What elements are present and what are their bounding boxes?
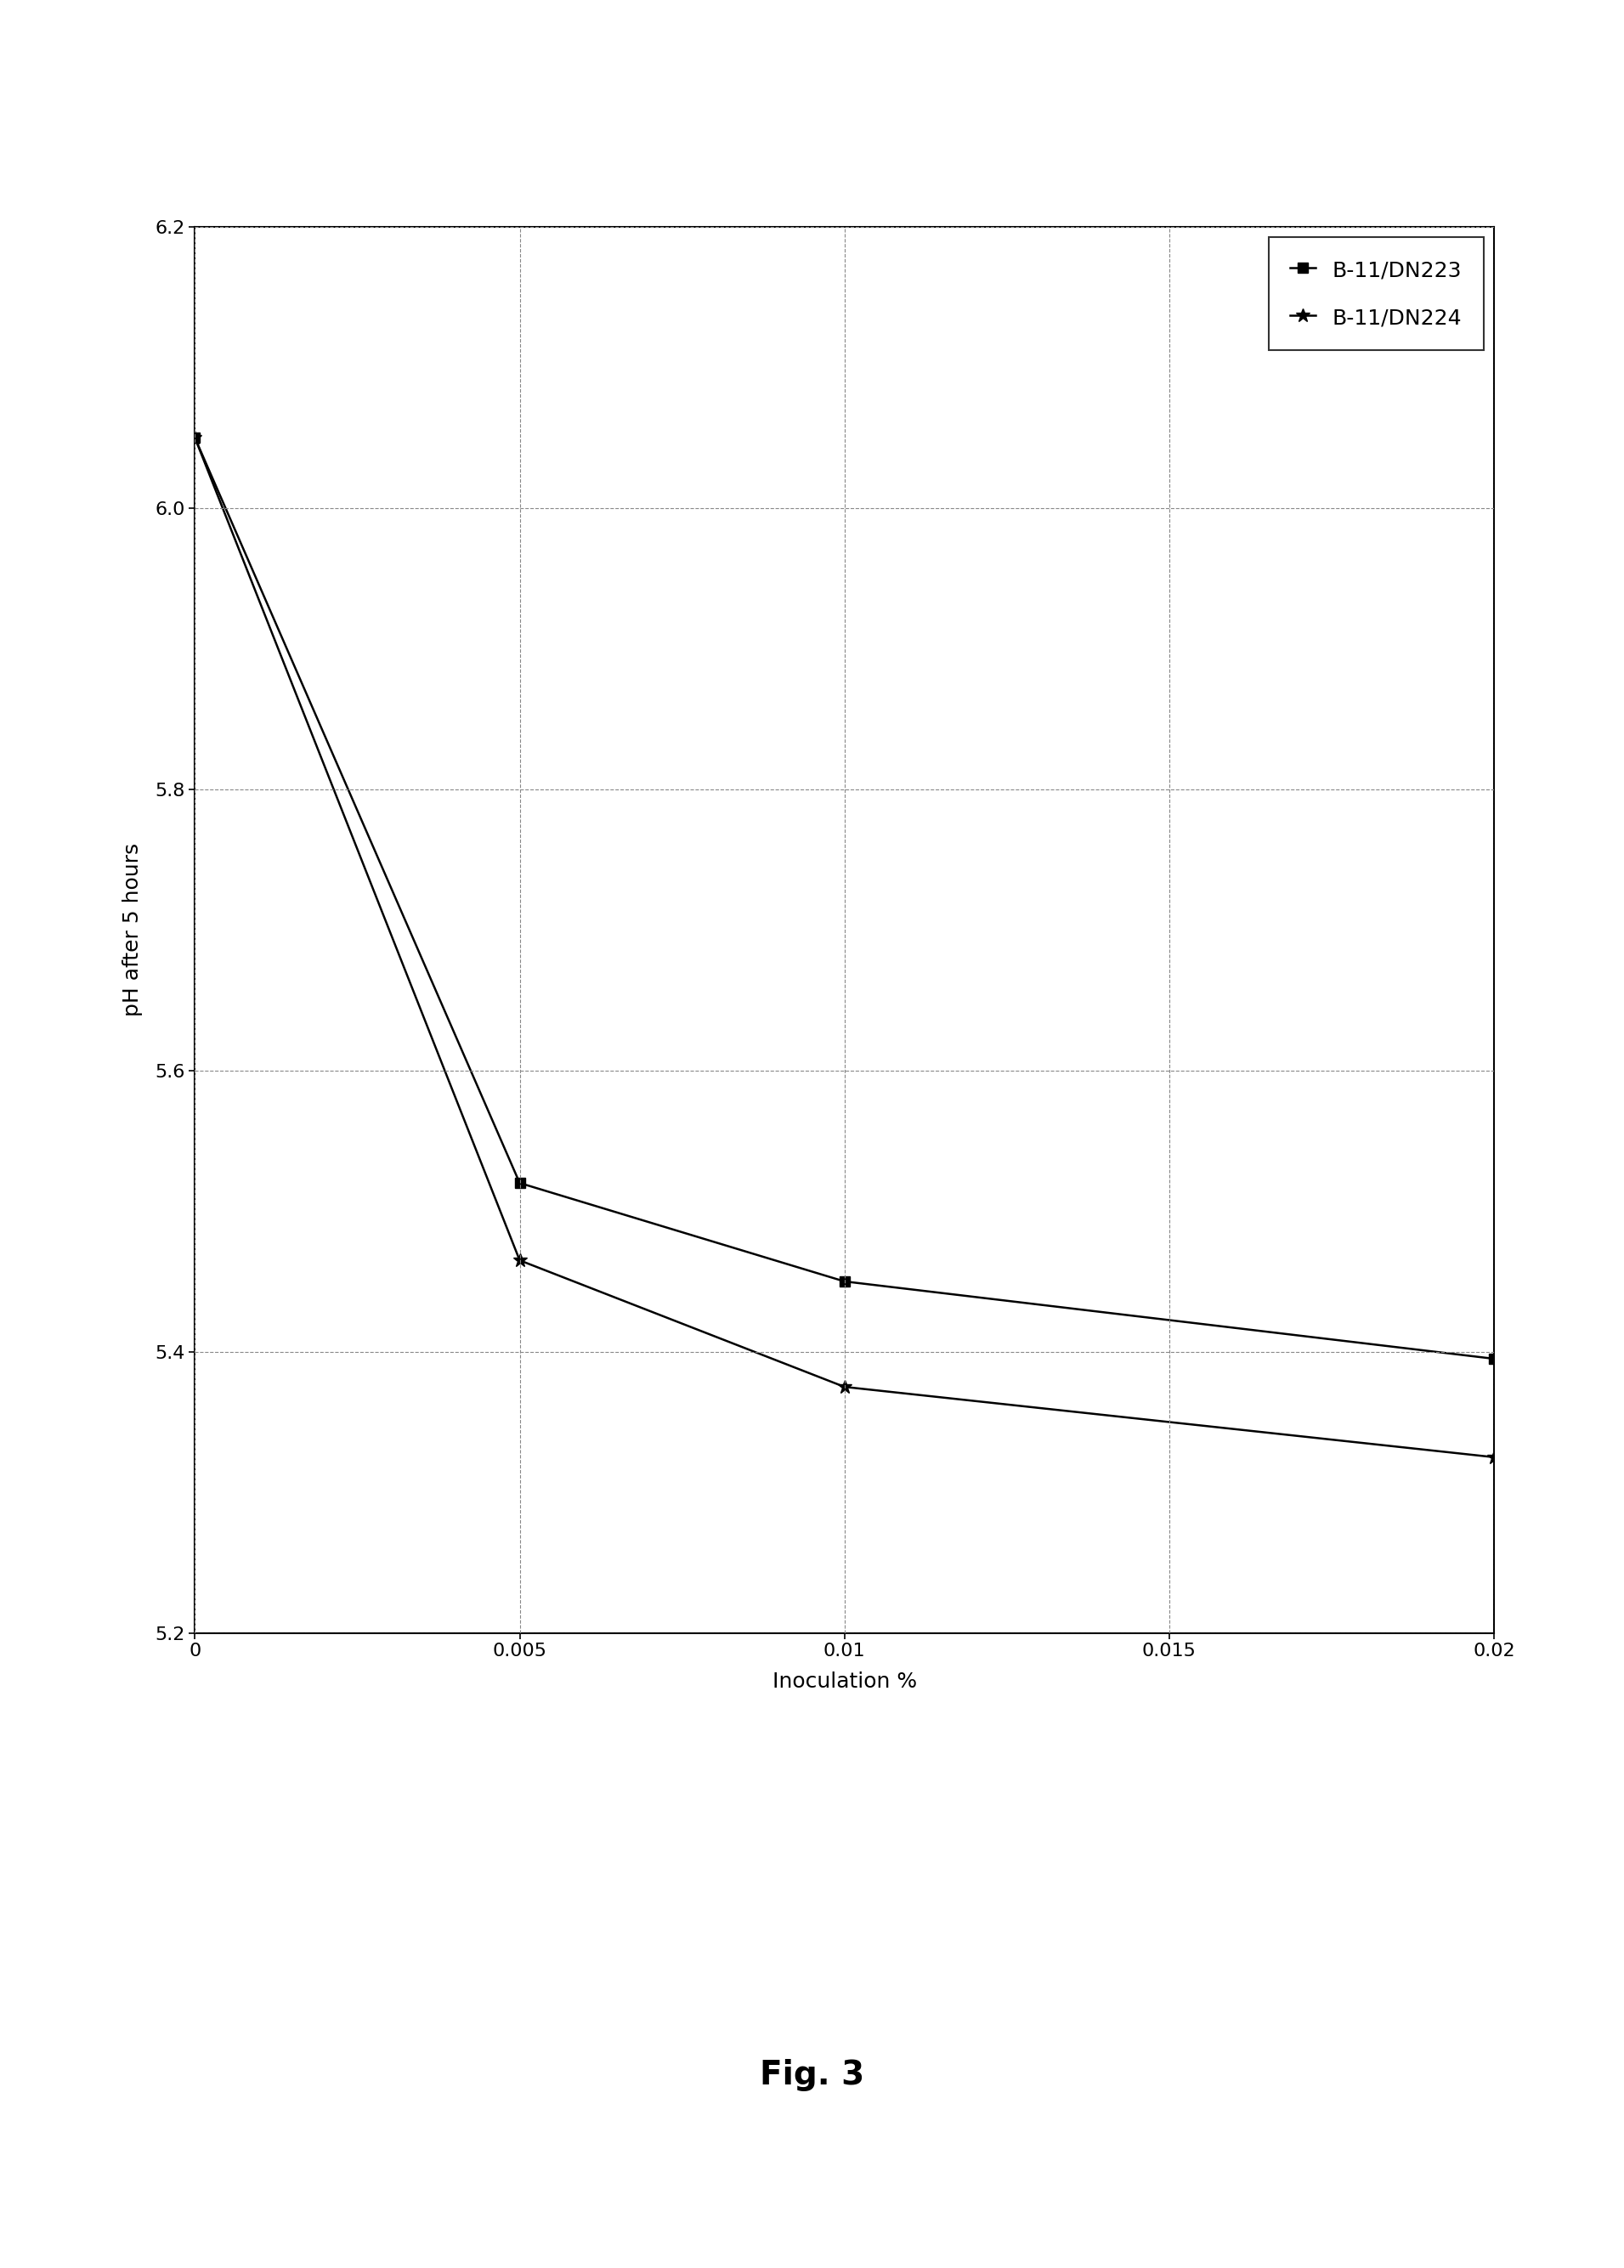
Legend: B-11/DN223, B-11/DN224: B-11/DN223, B-11/DN224 bbox=[1268, 238, 1483, 349]
Line: B-11/DN224: B-11/DN224 bbox=[188, 431, 1501, 1465]
B-11/DN223 bbox=[185, 424, 205, 451]
B-11/DN224 bbox=[510, 1247, 529, 1275]
B-11/DN224 bbox=[1484, 1445, 1504, 1472]
Line: B-11/DN223: B-11/DN223 bbox=[190, 433, 1499, 1363]
B-11/DN223 bbox=[510, 1170, 529, 1198]
Y-axis label: pH after 5 hours: pH after 5 hours bbox=[122, 844, 143, 1016]
X-axis label: Inoculation %: Inoculation % bbox=[771, 1672, 918, 1692]
B-11/DN224 bbox=[185, 424, 205, 451]
Text: Fig. 3: Fig. 3 bbox=[760, 2059, 864, 2091]
B-11/DN224 bbox=[835, 1374, 854, 1402]
B-11/DN223 bbox=[835, 1268, 854, 1295]
B-11/DN223 bbox=[1484, 1345, 1504, 1372]
